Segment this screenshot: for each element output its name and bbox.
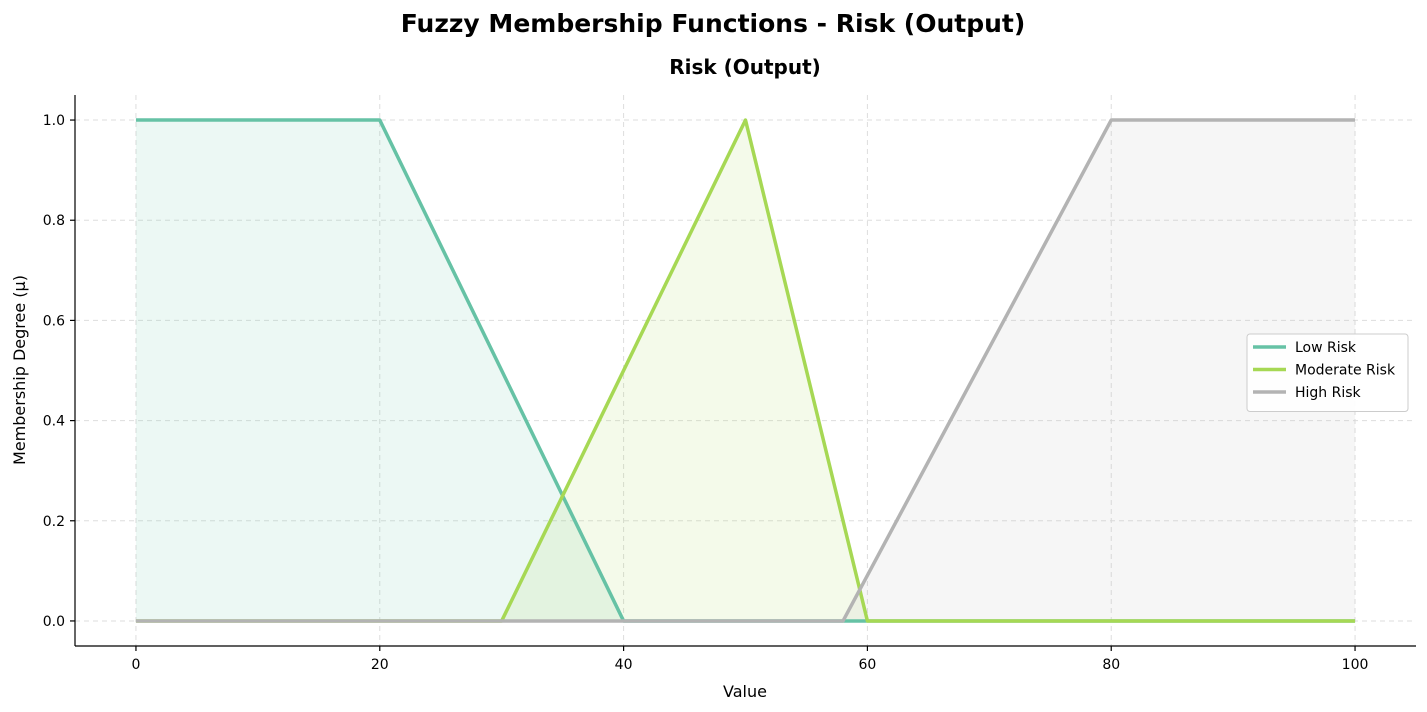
axes <box>74 95 1416 647</box>
x-tick-label: 100 <box>1342 657 1369 673</box>
series-fill-low-risk <box>135 120 1356 621</box>
y-tick-label: 0.6 <box>43 313 65 329</box>
y-tick-label: 0.8 <box>43 213 65 229</box>
series-fill-moderate-risk <box>135 120 1356 621</box>
series-lines <box>135 118 1356 623</box>
x-tick-label: 60 <box>858 657 876 673</box>
figure-title: Fuzzy Membership Functions - Risk (Outpu… <box>401 9 1026 38</box>
y-tick-label: 0.4 <box>43 414 65 430</box>
legend-label-high-risk: High Risk <box>1295 385 1362 401</box>
series-line-high-risk <box>135 118 1356 623</box>
legend-box <box>1246 333 1409 412</box>
y-tick-label: 0.2 <box>43 514 65 530</box>
chart-title: Risk (Output) <box>669 55 821 79</box>
x-tick-label: 20 <box>371 657 389 673</box>
y-tick-label: 0.0 <box>43 614 65 630</box>
tick-marks: 0 20 40 60 80 100 0.0 0.2 0.4 0.6 0.8 1.0 <box>43 113 1369 673</box>
x-tick-label: 0 <box>131 657 140 673</box>
y-axis-label: Membership Degree (μ) <box>10 275 29 465</box>
legend: Low Risk Moderate Risk High Risk <box>1246 333 1409 412</box>
legend-label-low-risk: Low Risk <box>1295 340 1357 356</box>
x-tick-label: 40 <box>615 657 633 673</box>
x-tick-label: 80 <box>1102 657 1120 673</box>
y-tick-label: 1.0 <box>43 113 65 129</box>
series-fills <box>135 120 1356 621</box>
series-fill-high-risk <box>135 120 1356 621</box>
legend-label-moderate-risk: Moderate Risk <box>1295 363 1396 379</box>
x-axis-label: Value <box>723 682 767 701</box>
